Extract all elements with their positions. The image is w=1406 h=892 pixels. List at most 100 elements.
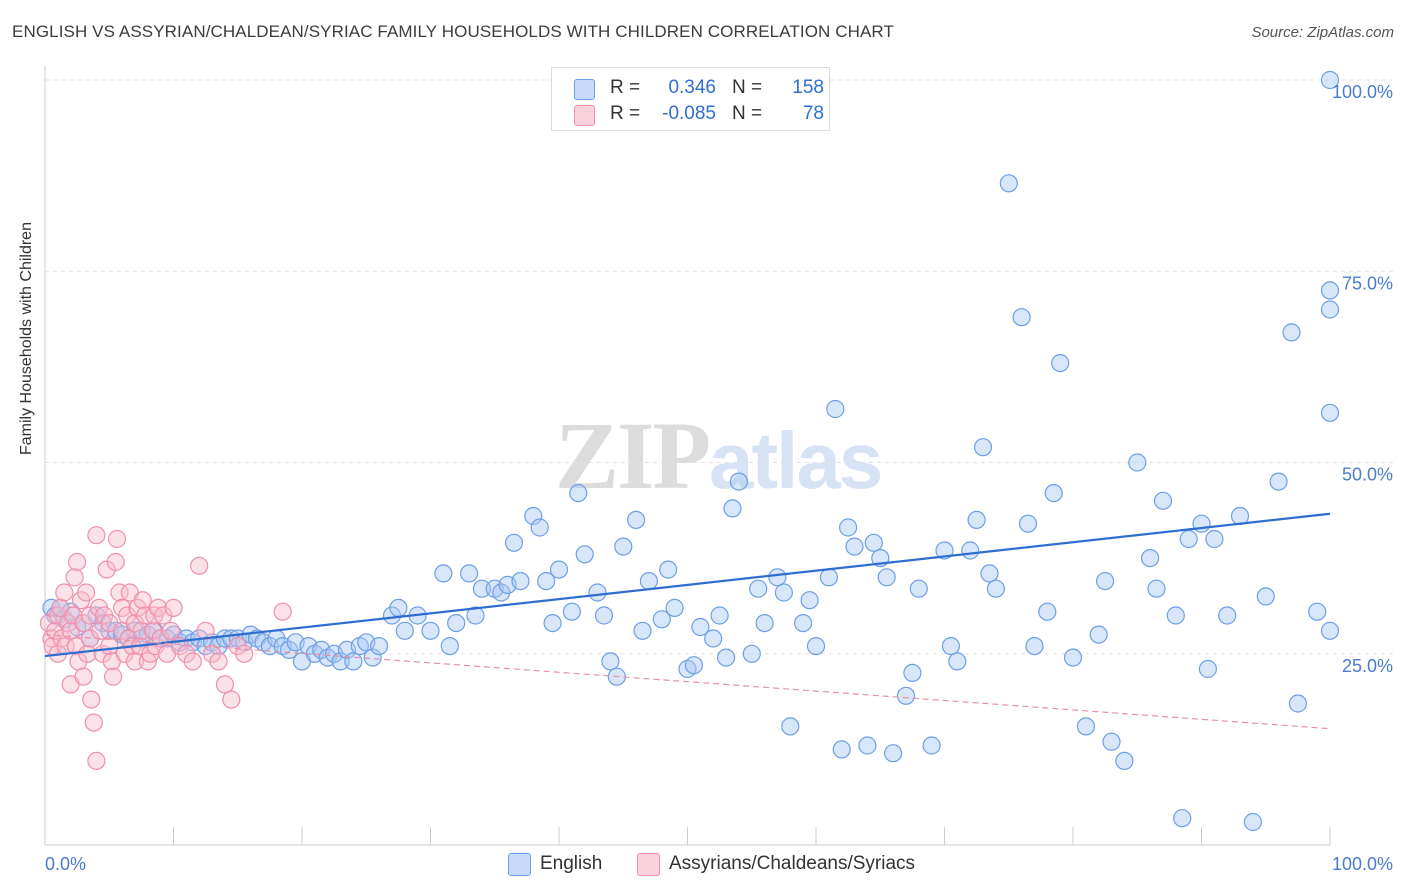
english-point-129 (1018, 514, 1038, 533)
english-point-48 (344, 652, 363, 671)
english-point-96 (742, 644, 761, 663)
watermark: ZIPatlas (555, 400, 883, 511)
english-point-158 (1320, 300, 1340, 319)
english-point-83 (633, 621, 652, 640)
english-point-117 (909, 579, 928, 598)
english-point-98 (755, 613, 774, 633)
english-point-114 (883, 744, 903, 763)
assyrian-point-44 (118, 606, 137, 625)
y-tick-label-100: 100.0% (1332, 82, 1393, 102)
english-point-109 (845, 537, 864, 556)
assyrian-point-71 (203, 644, 222, 663)
axes (44, 66, 1331, 846)
assyrian-point-22 (78, 644, 97, 663)
english-point-82 (626, 510, 646, 530)
english-point-59 (440, 636, 459, 656)
english-point-134 (1063, 648, 1083, 667)
english-point-121 (948, 652, 967, 671)
english-point-128 (1012, 308, 1031, 327)
english-point-116 (903, 663, 922, 683)
english-point-159 (1320, 281, 1340, 300)
english-point-78 (594, 606, 614, 625)
assyrian-point-25 (82, 690, 101, 709)
assyrian-trend-line (44, 634, 1331, 730)
english-point-124 (973, 438, 993, 457)
english-point-81 (614, 537, 633, 556)
english-point-142 (1147, 579, 1166, 598)
english-point-126 (986, 579, 1006, 598)
assyrian-r-value: -0.085 (662, 103, 716, 124)
chart-title: ENGLISH VS ASSYRIAN/CHALDEAN/SYRIAC FAMI… (12, 22, 894, 41)
english-point-157 (1308, 602, 1327, 621)
grid-lines (45, 79, 1395, 655)
english-r-value: 0.346 (668, 77, 716, 98)
english-point-84 (639, 571, 659, 591)
english-point-58 (434, 564, 453, 583)
legend-assyrian-swatch (637, 853, 660, 876)
english-point-63 (472, 579, 491, 598)
english-point-131 (1038, 602, 1057, 621)
english-point-85 (652, 610, 671, 629)
english-point-52 (370, 636, 389, 656)
watermark-zip: ZIP (555, 402, 711, 509)
english-point-69 (524, 506, 543, 526)
assyrian-point-57 (143, 621, 162, 640)
assyrian-point-65 (164, 598, 183, 618)
english-point-132 (1044, 484, 1063, 503)
english-point-154 (1269, 472, 1288, 491)
english-point-127 (999, 174, 1018, 193)
english-point-138 (1102, 732, 1121, 751)
assyrian-point-19 (74, 613, 93, 633)
english-point-144 (1166, 606, 1185, 625)
y-tick-label-25: 25.0% (1342, 656, 1393, 676)
english-point-60 (447, 613, 466, 633)
assyrian-point-73 (215, 675, 234, 694)
english-point-100 (774, 583, 794, 602)
english-point-70 (530, 518, 549, 537)
assyrian-r-label: R = (610, 103, 641, 124)
assyrian-point-77 (273, 602, 292, 621)
english-point-91 (704, 629, 723, 648)
y-tick-label-50: 50.0% (1342, 465, 1393, 485)
english-point-71 (537, 571, 556, 591)
english-trend-line (44, 512, 1331, 658)
assyrian-points (39, 526, 292, 771)
english-point-125 (980, 564, 999, 583)
english-point-107 (832, 740, 851, 759)
assyrian-point-26 (84, 713, 103, 732)
english-point-57 (421, 621, 440, 640)
english-point-53 (382, 606, 402, 625)
english-point-111 (864, 533, 883, 552)
english-point-72 (543, 613, 562, 633)
english-point-101 (781, 717, 800, 736)
legend-english-swatch (508, 853, 531, 876)
english-point-94 (723, 499, 742, 518)
english-point-140 (1128, 453, 1147, 472)
english-point-153 (1256, 587, 1275, 606)
assyrian-point-43 (115, 644, 134, 663)
english-point-87 (665, 598, 684, 618)
english-point-115 (896, 686, 916, 705)
assyrian-point-27 (87, 751, 106, 771)
english-point-62 (466, 606, 485, 625)
english-point-161 (1320, 621, 1340, 640)
assyrian-n-value: 78 (802, 103, 824, 124)
english-point-55 (395, 621, 414, 640)
y-tick-label-75: 75.0% (1342, 273, 1393, 293)
english-point-160 (1320, 403, 1340, 422)
assyrian-point-74 (222, 690, 241, 709)
assyrian-point-21 (76, 583, 96, 602)
english-point-75 (569, 484, 588, 503)
x-tick-label-max: 100.0% (1332, 854, 1393, 874)
assyrian-point-38 (106, 552, 125, 572)
english-point-73 (549, 560, 569, 579)
english-point-79 (601, 652, 620, 671)
legend-assyrian-label: Assyrians/Chaldeans/Syriacs (669, 853, 916, 874)
english-point-118 (922, 736, 941, 755)
assyrian-point-64 (161, 621, 180, 640)
english-point-155 (1282, 323, 1301, 342)
english-point-146 (1179, 529, 1198, 549)
english-points (42, 70, 1340, 832)
english-point-135 (1076, 717, 1096, 736)
